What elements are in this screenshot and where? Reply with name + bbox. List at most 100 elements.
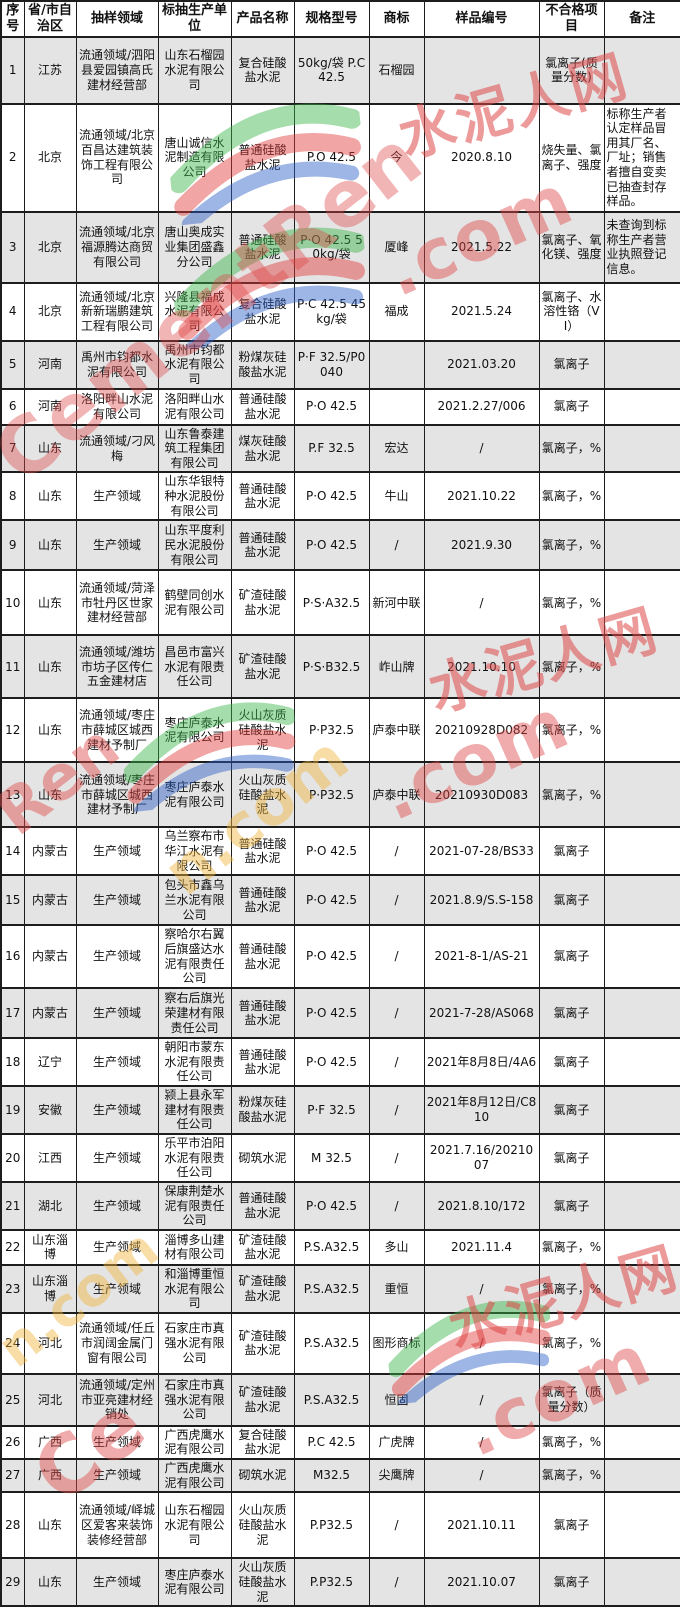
cell-brand: 重恒 [368, 1263, 425, 1314]
cell-product: 普通硅酸盐水泥 [230, 987, 295, 1040]
cell-brand: 多山 [368, 1228, 425, 1266]
cell-producer: 乌兰察布市华江水泥有限公司 [157, 826, 232, 877]
cell-defect: 氯离子 [538, 987, 605, 1040]
table-row: 2 北京 流通领域/北京百昌达建筑装饰工程有限公司 唐山诚信水泥制造有限公司 普通硅酸盐… [0, 102, 680, 213]
cell-defect: 氯离子(质量分数) [538, 35, 605, 105]
cell-field: 生产领域 [75, 1133, 159, 1184]
cell-defect: 氯离子 [538, 1557, 605, 1607]
cell-spec: P.P32.5 [293, 1491, 370, 1560]
cell-no: 16 [0, 924, 25, 990]
cell-brand: / [368, 1491, 425, 1560]
cell-product: 普通硅酸盐水泥 [230, 1181, 295, 1231]
cell-province: 安徽 [23, 1085, 77, 1136]
table-row: 4 北京 流通领域/北京新新瑞鹏建筑工程有限公司 兴隆县福成水泥有限公司 复合硅酸盐水泥… [0, 281, 680, 342]
cell-note [603, 924, 680, 990]
cell-no: 18 [0, 1037, 25, 1088]
cell-province: 山东 [23, 519, 77, 572]
cell-brand: 福成 [368, 281, 425, 342]
column-header: 不合格项目 [538, 0, 605, 38]
cell-no: 5 [0, 339, 25, 390]
column-header: 序号 [0, 0, 25, 38]
cell-spec: P.S.A32.5 [293, 1263, 370, 1314]
cell-note [603, 35, 680, 105]
cell-field: 流通领域/泗阳县爱园镇高氏建材经营部 [75, 35, 159, 105]
cell-brand: 宏达 [368, 423, 425, 474]
cell-defect: 氯离子 [538, 1491, 605, 1560]
cell-province: 内蒙古 [23, 826, 77, 877]
cell-spec: 50kg/袋 P.C42.5 [293, 35, 370, 105]
cell-no: 12 [0, 697, 25, 764]
cell-sample: 2021年8月12日/C810 [423, 1085, 540, 1136]
cell-field: 生产领域 [75, 924, 159, 990]
table-row: 19 安徽 生产领域 颍上县永军建材有限责任公司 粉煤灰硅酸盐水泥 P·F 32.5/20… [0, 1085, 680, 1136]
cell-brand: 石榴园 [368, 35, 425, 105]
cell-defect: 氯离子、氧化镁、强度 [538, 210, 605, 284]
table-row: 10 山东 流通领域/菏泽市牡丹区世家建材经营部 鹤壁同创水泥有限公司 矿渣硅酸盐水泥 P… [0, 569, 680, 637]
cell-product: 矿渣硅酸盐水泥 [230, 1228, 295, 1266]
table-row: 14 内蒙古 生产领域 乌兰察布市华江水泥有限公司 普通硅酸盐水泥 P·O 42.5/20… [0, 826, 680, 877]
cell-province: 江西 [23, 1133, 77, 1184]
cell-province: 山东 [23, 697, 77, 764]
cell-defect: 氯离子，% [538, 471, 605, 522]
cell-sample: 2021.8.9/S.S-158 [423, 874, 540, 927]
cell-field: 流通领域/定州市亚亮建材经销处 [75, 1372, 159, 1427]
cell-producer: 枣庄庐泰水泥有限公司 [157, 761, 232, 829]
header-row: 序号 省/市自治区 抽样领域 标抽生产单位 产品名称 规格型号 商标 样品编号 不合格项目 备注 [0, 0, 680, 38]
cell-note [603, 761, 680, 829]
cell-field: 生产领域 [75, 1181, 159, 1231]
table-row: 8 山东 生产领域 山东华银特种水泥股份有限公司 普通硅酸盐水泥 P·O 42.5 牛山 20… [0, 471, 680, 522]
cell-product: 矿渣硅酸盐水泥 [230, 1372, 295, 1427]
cell-producer: 山东石榴园水泥有限公司 [157, 35, 232, 105]
cell-producer: 淄博多山建材有限公司 [157, 1228, 232, 1266]
cell-sample: / [423, 423, 540, 474]
cell-defect: 氯离子，% [538, 697, 605, 764]
table-row: 24 河北 流通领域/任丘市润阔金属门窗有限公司 石家庄市真强水泥有限公司 矿渣硅酸盐水… [0, 1311, 680, 1375]
cell-province: 江苏 [23, 35, 77, 105]
cell-province: 辽宁 [23, 1037, 77, 1088]
cell-no: 13 [0, 761, 25, 829]
cell-sample: 2021.10.11 [423, 1491, 540, 1560]
cell-defect: 氯离子 [538, 1133, 605, 1184]
table-row: 9 山东 生产领域 山东平度利民水泥股份有限公司 普通硅酸盐水泥 P·O 42.5/202… [0, 519, 680, 572]
cell-producer: 枣庄庐泰水泥有限公司 [157, 697, 232, 764]
table-row: 17 内蒙古 生产领域 察右后旗光荣建材有限责任公司 普通硅酸盐水泥 P·O 42.5/2… [0, 987, 680, 1040]
cell-producer: 山东平度利民水泥股份有限公司 [157, 519, 232, 572]
cell-spec: P·O 42.5 [293, 1037, 370, 1088]
cell-spec: P·F 32.5 [293, 1085, 370, 1136]
cell-defect: 氯离子，% [538, 1424, 605, 1461]
column-header: 样品编号 [423, 0, 540, 38]
cell-province: 山东 [23, 1557, 77, 1607]
table-row: 21 湖北 生产领域 保康荆楚水泥有限责任公司 普通硅酸盐水泥 P·O 42.5/2021… [0, 1181, 680, 1231]
cell-sample: 2021年8月8日/4A6 [423, 1037, 540, 1088]
cell-field: 流通领域/菏泽市牡丹区世家建材经营部 [75, 569, 159, 637]
cell-spec: P·O 42.5 50kg/袋 [293, 210, 370, 284]
cell-note [603, 697, 680, 764]
cell-spec: P·O 42.5 [293, 924, 370, 990]
cell-no: 29 [0, 1557, 25, 1607]
cell-no: 28 [0, 1491, 25, 1560]
cell-brand: / [368, 1133, 425, 1184]
cell-province: 北京 [23, 102, 77, 213]
cell-producer: 山东华银特种水泥股份有限公司 [157, 471, 232, 522]
cell-spec: P·O 42.5 [293, 826, 370, 877]
cell-field: 流通领域/北京百昌达建筑装饰工程有限公司 [75, 102, 159, 213]
cell-note [603, 874, 680, 927]
cell-sample: / [423, 1311, 540, 1375]
cell-brand: / [368, 987, 425, 1040]
cell-note [603, 1228, 680, 1266]
column-header: 产品名称 [230, 0, 295, 38]
cell-defect: 氯离子，% [538, 519, 605, 572]
cell-defect: 氯离子 [538, 1085, 605, 1136]
cell-note [603, 1037, 680, 1088]
cell-producer: 枣庄庐泰水泥有限公司 [157, 1557, 232, 1607]
cell-note [603, 569, 680, 637]
cell-product: 复合硅酸盐水泥 [230, 281, 295, 342]
cell-product: 火山灰质硅酸盐水泥 [230, 761, 295, 829]
cell-province: 北京 [23, 281, 77, 342]
cell-note [603, 387, 680, 426]
cell-field: 生产领域 [75, 1263, 159, 1314]
cell-sample: / [423, 1458, 540, 1494]
cell-producer: 包头市鑫乌兰水泥有限公司 [157, 874, 232, 927]
cell-field: 流通领域/刁风梅 [75, 423, 159, 474]
